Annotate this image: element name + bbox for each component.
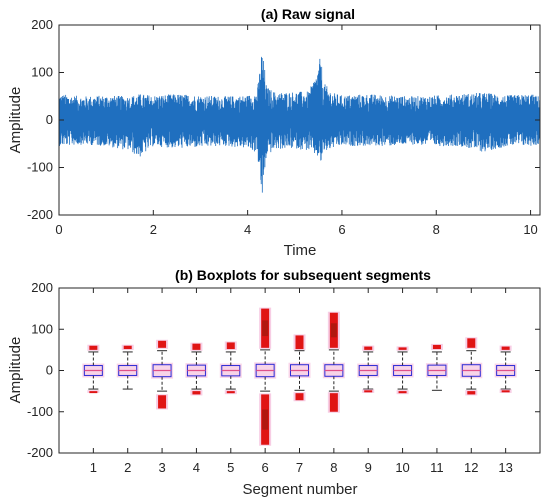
segment-tick-label: 4 (193, 460, 200, 475)
y-tick-label: -100 (27, 160, 53, 175)
x-tick-label: 10 (523, 222, 537, 237)
x-tick-label: 2 (150, 222, 157, 237)
segment-tick-label: 11 (430, 460, 444, 475)
outliers-high (432, 344, 441, 350)
segment-tick-label: 7 (296, 460, 303, 475)
outliers-high (192, 343, 201, 350)
outliers-high (295, 335, 304, 350)
segment-tick-label: 1 (90, 460, 97, 475)
segment-tick-label: 12 (464, 460, 478, 475)
y-tick-label: -200 (27, 445, 53, 460)
segment-tick-label: 10 (395, 460, 409, 475)
boxplot-segment-10 (391, 346, 414, 395)
boxplot-segment-9 (357, 345, 380, 393)
outliers-low (158, 395, 167, 409)
x-tick-label: 8 (433, 222, 440, 237)
y-tick-label: -100 (27, 404, 53, 419)
y-tick-label: 100 (31, 65, 53, 80)
outliers-high-dense (330, 323, 337, 338)
outliers-high (501, 346, 510, 350)
raw-signal-title: (a) Raw signal (261, 6, 355, 22)
outliers-low (329, 393, 338, 412)
segment-tick-label: 9 (365, 460, 372, 475)
y-tick-label: 200 (31, 280, 53, 295)
outliers-low (295, 393, 304, 401)
boxplot-segment-12 (460, 337, 483, 396)
outliers-high (467, 338, 476, 348)
boxplot-x-axis-label: Segment number (242, 481, 357, 498)
raw-signal-axes: 0 2 4 6 8 10 -200 -100 0 100 200 (27, 17, 540, 237)
outliers-high (398, 347, 407, 350)
x-tick-label: 0 (55, 222, 62, 237)
outliers-low (89, 391, 98, 394)
segment-tick-label: 13 (498, 460, 512, 475)
boxplot-title: (b) Boxplots for subsequent segments (175, 267, 431, 283)
outliers-low (226, 391, 235, 394)
outliers-high (123, 345, 132, 350)
segment-tick-label: 6 (262, 460, 269, 475)
segment-tick-label: 5 (227, 460, 234, 475)
boxplot-segment-6 (254, 307, 277, 446)
raw-signal-x-axis-label: Time (284, 242, 317, 259)
segment-tick-label: 2 (124, 460, 131, 475)
outliers-low (501, 390, 510, 393)
outliers-high (364, 346, 373, 350)
boxplot-segment-7 (288, 334, 311, 402)
boxplot-segment-13 (494, 345, 517, 393)
boxplot-segment-5 (219, 341, 242, 395)
outliers-low (467, 391, 476, 395)
boxplot-y-axis-label: Amplitude (7, 337, 24, 404)
y-tick-label: 0 (46, 112, 53, 127)
y-tick-label: -200 (27, 207, 53, 222)
boxplot-segment-1 (82, 344, 105, 394)
boxplot-segment-4 (185, 342, 208, 396)
outliers-high (158, 340, 167, 348)
outliers-high (226, 342, 235, 350)
raw-signal-line (58, 56, 541, 193)
boxplot-boxes (82, 307, 517, 446)
y-tick-label: 200 (31, 17, 53, 32)
outliers-low (364, 390, 373, 393)
segment-tick-label: 3 (158, 460, 165, 475)
boxplot-segment-2 (116, 344, 139, 390)
x-tick-label: 6 (338, 222, 345, 237)
outliers-high-dense (262, 320, 269, 337)
y-tick-label: 0 (46, 363, 53, 378)
raw-signal-trace (58, 56, 541, 193)
y-tick-label: 100 (31, 321, 53, 336)
boxplot-segment-3 (151, 339, 174, 410)
segment-tick-label: 8 (330, 460, 337, 475)
raw-signal-y-axis-label: Amplitude (7, 87, 24, 154)
outliers-low (398, 391, 407, 394)
outliers-low (192, 391, 201, 395)
x-tick-label: 4 (244, 222, 251, 237)
outliers-low-dense (262, 409, 269, 430)
outliers-high (89, 345, 98, 350)
boxplot-segment-8 (322, 311, 345, 413)
raw-signal-panel: (a) Raw signal 0 2 4 6 8 10 -200 -100 0 100 200 Ti… (7, 6, 541, 259)
boxplot-segment-11 (425, 343, 448, 391)
